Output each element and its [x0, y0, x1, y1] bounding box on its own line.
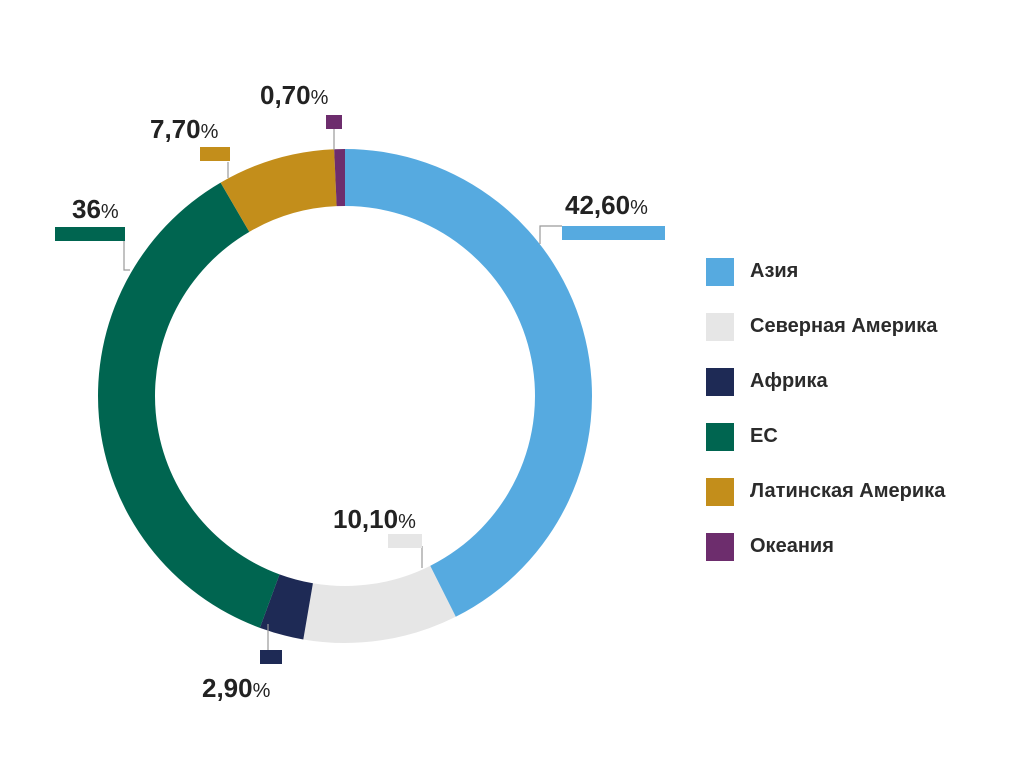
- slice-oceania: [334, 149, 345, 207]
- slice-eu: [98, 182, 280, 628]
- legend-label-africa: Африка: [750, 370, 828, 392]
- data-label-eu: 36%: [72, 194, 119, 224]
- legend-label-latin-america: Латинская Америка: [750, 480, 946, 502]
- legend-label-north-america: Северная Америка: [750, 315, 938, 337]
- data-label-africa: 2,90%: [202, 673, 271, 703]
- callout-bar-north-america: [388, 534, 422, 548]
- legend-swatch-latin-america: [706, 478, 734, 506]
- data-label-north-america: 10,10%: [333, 504, 416, 534]
- legend-label-eu: ЕС: [750, 425, 778, 447]
- legend-swatch-oceania: [706, 533, 734, 561]
- legend-label-asia: Азия: [750, 260, 799, 282]
- legend-swatch-africa: [706, 368, 734, 396]
- legend-label-oceania: Океания: [750, 535, 834, 557]
- leader-line-eu: [123, 241, 130, 271]
- leader-line-asia: [539, 225, 562, 244]
- callout-bar-eu: [55, 227, 125, 241]
- slice-asia: [345, 149, 593, 617]
- legend-swatch-north-america: [706, 313, 734, 341]
- data-label-oceania: 0,70%: [260, 80, 329, 110]
- slice-north-america: [303, 565, 456, 643]
- legend-swatch-eu: [706, 423, 734, 451]
- slice-africa: [259, 574, 313, 640]
- callout-bar-asia: [562, 226, 665, 240]
- slice-latin-america: [220, 149, 337, 232]
- callout-bar-africa: [260, 650, 282, 664]
- data-label-asia: 42,60%: [565, 190, 648, 220]
- legend-swatch-asia: [706, 258, 734, 286]
- data-label-latin-america: 7,70%: [150, 114, 219, 144]
- callout-bar-oceania: [326, 115, 342, 129]
- callout-bar-latin-america: [200, 147, 230, 161]
